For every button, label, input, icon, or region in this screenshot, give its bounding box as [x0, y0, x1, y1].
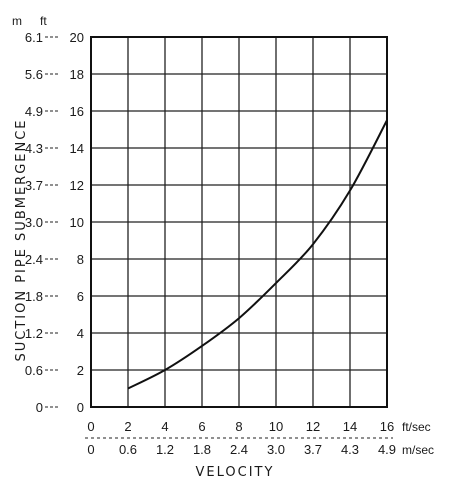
x-tick-label-ft: 14	[343, 419, 357, 434]
y-tick-label-m: 0	[36, 400, 43, 415]
y-tick-label-ft: 10	[70, 215, 84, 230]
y-tick-label-ft: 8	[77, 252, 84, 267]
y-tick-label-m: 5.6	[25, 67, 43, 82]
x-tick-label-m: 0	[87, 442, 94, 457]
y-tick-label-ft: 20	[70, 30, 84, 45]
x-tick-label-m: 4.3	[341, 442, 359, 457]
x-tick-label-m: 2.4	[230, 442, 248, 457]
x-tick-label-ft: 12	[306, 419, 320, 434]
x-tick-label-m: 0.6	[119, 442, 137, 457]
x-unit-primary: ft/sec	[402, 420, 431, 434]
y-tick-label-m: 0.6	[25, 363, 43, 378]
series-line	[127, 119, 388, 390]
x-tick-label-m: 3.7	[304, 442, 322, 457]
x-unit-secondary: m/sec	[402, 443, 434, 457]
plot-border	[90, 36, 388, 408]
y-tick-label-ft: 6	[77, 289, 84, 304]
x-tick-label-m: 1.2	[156, 442, 174, 457]
y-axis-title: SUCTION PIPE SUBMERGENCE	[14, 118, 29, 361]
y-tick-label-ft: 12	[70, 178, 84, 193]
x-tick-label-m: 4.9	[378, 442, 396, 457]
y-tick-label-ft: 18	[70, 67, 84, 82]
x-tick-label-ft: 0	[87, 419, 94, 434]
x-tick-label-ft: 2	[124, 419, 131, 434]
x-tick-label-ft: 8	[235, 419, 242, 434]
data-series	[127, 119, 388, 390]
y-tick-label-m: 6.1	[25, 30, 43, 45]
y-tick-label-m: 4.3	[25, 141, 43, 156]
y-unit-primary: ft	[40, 14, 47, 28]
y-tick-label-m: 4.9	[25, 104, 43, 119]
y-tick-label-m: 1.8	[25, 289, 43, 304]
x-tick-label-ft: 6	[198, 419, 205, 434]
y-tick-label-ft: 4	[77, 326, 84, 341]
y-tick-label-ft: 14	[70, 141, 84, 156]
x-axis-ticks: 0 0 2 0.6 4 1.2 6 1.8 8 2.4 10 3.0 12 3.7 14 4.3 16 4.9	[85, 419, 396, 457]
y-axis-ticks: 0 0 0.6 2 1.2 4 1.8 6 2.4 8 3.0 10 3.7 12 4.3 14 4.9 16 5.…	[25, 30, 84, 415]
x-tick-label-m: 1.8	[193, 442, 211, 457]
x-tick-label-ft: 16	[380, 419, 394, 434]
y-tick-label-m: 3.0	[25, 215, 43, 230]
x-tick-label-m: 3.0	[267, 442, 285, 457]
y-tick-label-m: 1.2	[25, 326, 43, 341]
x-tick-label-ft: 4	[161, 419, 168, 434]
x-tick-label-ft: 10	[269, 419, 283, 434]
y-unit-secondary: m	[12, 14, 22, 28]
y-tick-label-m: 2.4	[25, 252, 43, 267]
grid	[91, 37, 387, 407]
x-axis-title: VELOCITY	[196, 465, 275, 480]
plot-frame	[90, 36, 388, 408]
y-tick-label-m: 3.7	[25, 178, 43, 193]
y-tick-label-ft: 16	[70, 104, 84, 119]
y-tick-label-ft: 0	[77, 400, 84, 415]
y-tick-label-ft: 2	[77, 363, 84, 378]
